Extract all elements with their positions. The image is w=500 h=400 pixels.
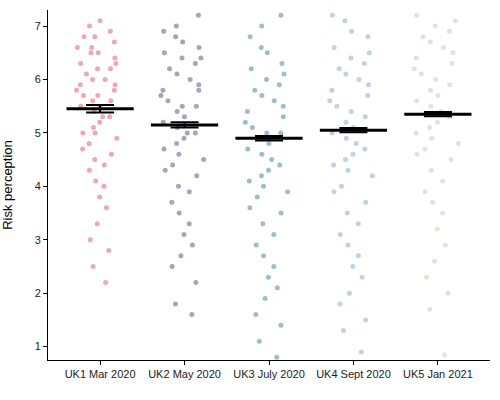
svg-text:UK1 Mar 2020: UK1 Mar 2020 xyxy=(65,368,136,380)
svg-text:3: 3 xyxy=(35,234,41,246)
svg-text:UK5 Jan 2021: UK5 Jan 2021 xyxy=(403,368,473,380)
svg-text:Risk perception: Risk perception xyxy=(0,140,15,230)
svg-text:UK3 July 2020: UK3 July 2020 xyxy=(233,368,305,380)
svg-text:6: 6 xyxy=(35,73,41,85)
svg-text:5: 5 xyxy=(35,127,41,139)
svg-text:1: 1 xyxy=(35,340,41,352)
svg-text:7: 7 xyxy=(35,20,41,32)
svg-text:4: 4 xyxy=(35,180,41,192)
svg-text:2: 2 xyxy=(35,287,41,299)
svg-text:UK4 Sept 2020: UK4 Sept 2020 xyxy=(316,368,391,380)
svg-text:UK2 May 2020: UK2 May 2020 xyxy=(148,368,221,380)
